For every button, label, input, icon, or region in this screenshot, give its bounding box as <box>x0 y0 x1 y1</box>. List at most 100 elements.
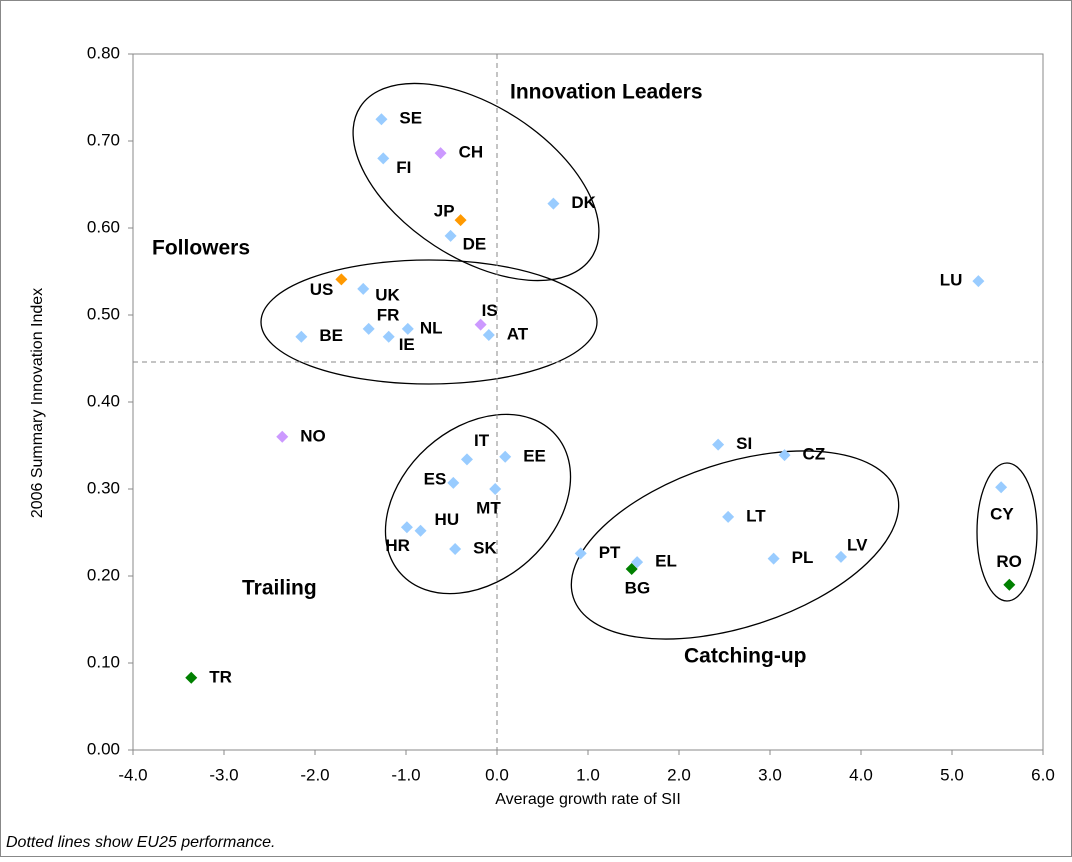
x-tick-label: -4.0 <box>118 765 147 784</box>
y-tick-label: 0.20 <box>87 565 120 584</box>
y-tick-label: 0.70 <box>87 130 120 149</box>
point-label: JP <box>434 202 455 221</box>
point <box>434 147 447 160</box>
point-label: SI <box>736 434 752 453</box>
point-label: US <box>310 280 334 299</box>
point <box>778 449 791 462</box>
point <box>454 214 467 227</box>
x-tick-label: 5.0 <box>940 765 964 784</box>
point-label: IS <box>482 301 498 320</box>
group-ellipse <box>976 462 1038 602</box>
point-label: LV <box>847 535 868 554</box>
point <box>631 556 644 569</box>
point <box>414 524 427 537</box>
point-label: EL <box>655 552 677 571</box>
point <box>972 275 985 288</box>
y-tick-label: 0.00 <box>87 739 120 758</box>
point <box>1003 578 1016 591</box>
point-label: CZ <box>803 445 826 464</box>
point-label: IT <box>474 431 490 450</box>
y-tick-label: 0.30 <box>87 478 120 497</box>
x-tick-label: 0.0 <box>485 765 509 784</box>
y-tick-label: 0.50 <box>87 304 120 323</box>
point-label: FI <box>396 158 411 177</box>
point-label: DE <box>463 234 487 253</box>
y-axis-title: 2006 Summary Innovation Index <box>29 288 46 518</box>
group-outlines <box>260 82 1038 640</box>
point <box>834 550 847 563</box>
group-ellipse <box>260 259 598 385</box>
point-label: BE <box>319 326 343 345</box>
point-label: BG <box>625 579 651 598</box>
point-label: LU <box>940 271 963 290</box>
y-tick-label: 0.40 <box>87 391 120 410</box>
point <box>400 521 413 534</box>
point-label: SE <box>399 109 422 128</box>
point <box>625 563 638 576</box>
point <box>185 671 198 684</box>
group-ellipse <box>570 450 900 640</box>
point <box>276 430 289 443</box>
point-label: HU <box>435 510 460 529</box>
point-label: SK <box>473 539 497 558</box>
y-tick-label: 0.60 <box>87 217 120 236</box>
group-ellipse <box>352 82 600 282</box>
point-label: FR <box>377 305 400 324</box>
point <box>499 450 512 463</box>
point <box>362 322 375 335</box>
point <box>547 197 560 210</box>
group-label: Followers <box>152 237 250 260</box>
point <box>767 552 780 565</box>
point <box>375 113 388 126</box>
y-tick-label: 0.80 <box>87 43 120 62</box>
point-label: PL <box>792 548 814 567</box>
point <box>482 329 495 342</box>
point <box>995 481 1008 494</box>
group-label: Trailing <box>242 577 317 600</box>
x-tick-label: -2.0 <box>300 765 329 784</box>
point-label: IE <box>399 335 415 354</box>
point-label: CY <box>990 505 1014 524</box>
point-label: PT <box>599 543 621 562</box>
group-label: Catching-up <box>684 645 806 668</box>
point-label: CH <box>459 143 484 162</box>
point-label: EE <box>523 446 546 465</box>
point-label: RO <box>996 552 1022 571</box>
point <box>444 229 457 242</box>
point-label: NL <box>420 318 443 337</box>
point-label: LT <box>746 506 766 525</box>
x-tick-label: 6.0 <box>1031 765 1055 784</box>
point <box>722 510 735 523</box>
group-label: Innovation Leaders <box>510 81 703 104</box>
group-ellipse <box>384 413 572 595</box>
point-label: UK <box>375 285 400 304</box>
point <box>377 152 390 165</box>
x-tick-label: 1.0 <box>576 765 600 784</box>
point <box>449 543 462 556</box>
point <box>295 330 308 343</box>
point <box>335 273 348 286</box>
point <box>489 483 502 495</box>
point-label: ES <box>424 469 447 488</box>
point <box>447 476 460 489</box>
point-label: NO <box>300 426 326 445</box>
point <box>401 322 414 335</box>
point <box>474 318 487 331</box>
x-tick-label: -3.0 <box>209 765 238 784</box>
x-tick-label: 3.0 <box>758 765 782 784</box>
point-label: AT <box>507 324 529 343</box>
point-label: HR <box>385 536 410 555</box>
footnote: Dotted lines show EU25 performance. <box>6 834 275 851</box>
point-label: DK <box>571 193 596 212</box>
point <box>460 453 473 466</box>
point <box>357 282 370 295</box>
x-tick-label: -1.0 <box>391 765 420 784</box>
point <box>712 438 725 451</box>
point <box>382 330 395 343</box>
point-label: MT <box>476 498 501 517</box>
x-axis-title: Average growth rate of SII <box>495 791 681 808</box>
point <box>574 547 587 560</box>
x-tick-label: 4.0 <box>849 765 873 784</box>
